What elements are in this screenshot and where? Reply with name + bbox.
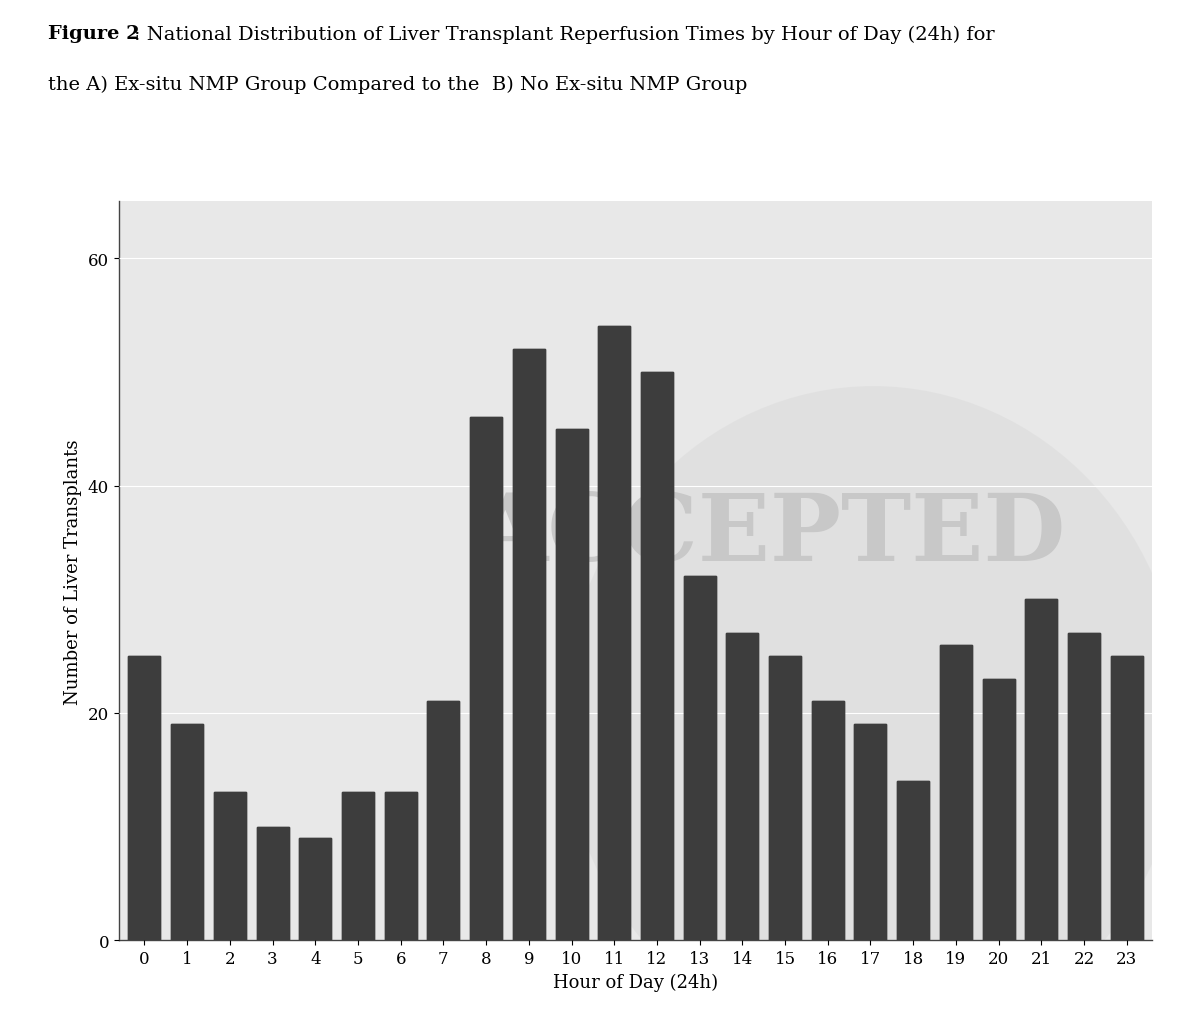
Bar [385, 793, 417, 940]
Bar [428, 702, 460, 940]
Bar [854, 725, 886, 940]
Bar [556, 430, 588, 940]
Text: : National Distribution of Liver Transplant Reperfusion Times by Hour of Day (24: : National Distribution of Liver Transpl… [134, 25, 994, 43]
Bar [982, 679, 1015, 940]
Bar [171, 725, 203, 940]
Bar [940, 645, 972, 940]
Bar [470, 418, 503, 940]
Bar [171, 725, 203, 940]
Bar [982, 679, 1015, 940]
Bar [1025, 600, 1057, 940]
Bar [128, 656, 160, 940]
Bar [299, 838, 331, 940]
Y-axis label: Number of Liver Transplants: Number of Liver Transplants [64, 439, 82, 704]
Bar [726, 634, 758, 940]
Bar [769, 656, 801, 940]
Bar [854, 725, 886, 940]
Bar [214, 793, 246, 940]
Text: ACCEPTED: ACCEPTED [474, 489, 1066, 579]
Bar [897, 782, 929, 940]
Bar [299, 838, 331, 940]
Bar [683, 577, 715, 940]
Bar [811, 702, 843, 940]
Bar [1111, 656, 1143, 940]
Bar [257, 827, 289, 940]
Bar [1068, 634, 1100, 940]
Bar [640, 372, 672, 940]
Text: Figure 2: Figure 2 [48, 25, 139, 43]
Bar [940, 645, 972, 940]
Bar [513, 350, 545, 940]
Bar [1111, 656, 1143, 940]
Text: the A) Ex-situ NMP Group Compared to the  B) No Ex-situ NMP Group: the A) Ex-situ NMP Group Compared to the… [48, 76, 747, 94]
Bar [428, 702, 460, 940]
Bar [470, 418, 503, 940]
Bar [811, 702, 843, 940]
Bar [257, 827, 289, 940]
Bar [342, 793, 374, 940]
Bar [599, 328, 631, 940]
Bar [1068, 634, 1100, 940]
Bar [683, 577, 715, 940]
Bar [726, 634, 758, 940]
Bar [599, 328, 631, 940]
Bar [769, 656, 801, 940]
Bar [556, 430, 588, 940]
Bar [128, 656, 160, 940]
X-axis label: Hour of Day (24h): Hour of Day (24h) [554, 973, 718, 991]
Bar [342, 793, 374, 940]
Bar [897, 782, 929, 940]
Bar [513, 350, 545, 940]
Bar [385, 793, 417, 940]
Ellipse shape [563, 387, 1183, 1011]
Bar [640, 372, 672, 940]
Bar [214, 793, 246, 940]
Bar [1025, 600, 1057, 940]
